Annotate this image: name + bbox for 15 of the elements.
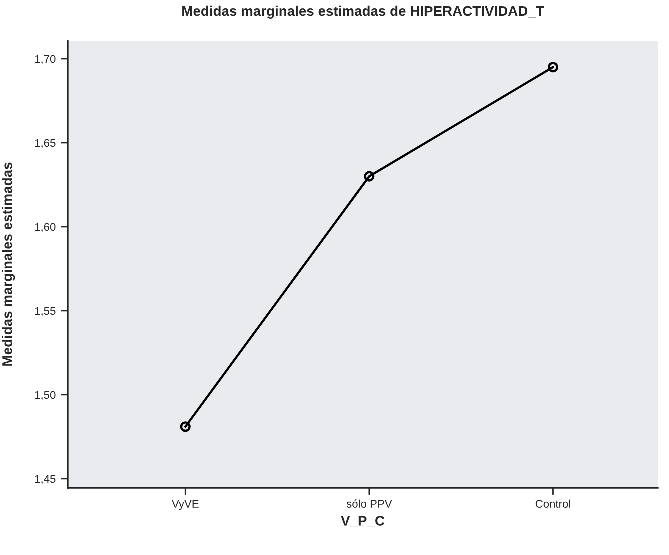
point [364,171,375,182]
y-tick-label: 1,60 [35,223,56,232]
point [180,422,191,432]
x-axis-title: V_P_C [341,516,385,528]
y-tick-label: 1,55 [35,307,56,316]
y-tick-label: 1,70 [35,55,56,64]
chart-title: Medidas marginales estimadas de HIPERACTIVIDAD_T [182,6,544,19]
x-tick-label: Control [536,500,570,508]
y-tick-label: 1,65 [35,139,56,148]
y-tick-label: 1,45 [35,475,56,484]
x-tick-label: VyVE [172,500,199,510]
x-tick-label: sólo PPV [346,500,392,508]
y-tick-label: 1,50 [35,391,56,400]
y-axis-title: Medidas marginales estimadas [2,162,16,366]
point [548,62,559,73]
